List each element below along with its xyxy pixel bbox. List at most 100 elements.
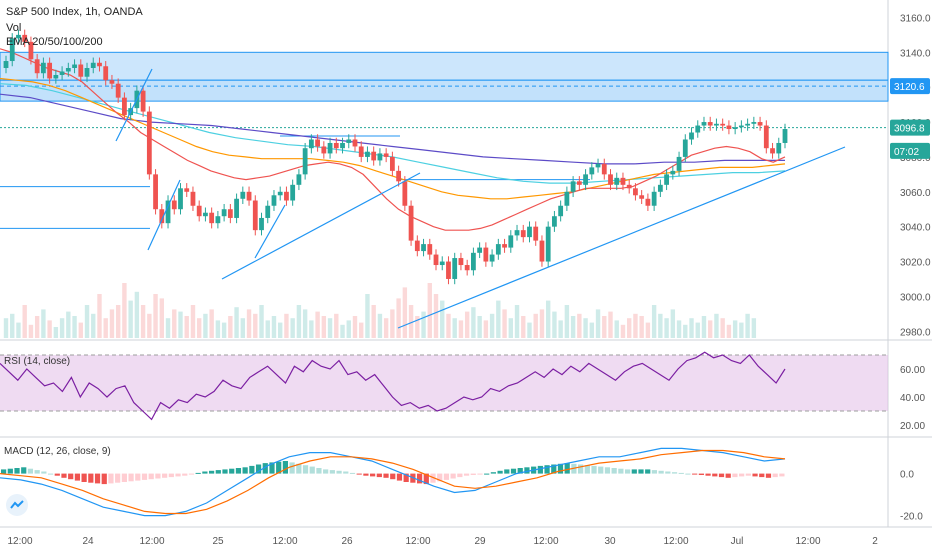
volume-bar — [627, 318, 632, 338]
volume-bar — [53, 327, 59, 338]
candle-body — [427, 244, 433, 255]
candle-body — [315, 139, 320, 147]
volume-bar — [321, 316, 327, 338]
candle-body — [171, 200, 177, 210]
macd-histogram-bar — [739, 473, 745, 477]
macd-histogram-bar — [208, 470, 215, 474]
candle-body — [265, 205, 271, 218]
volume-bar — [91, 313, 96, 338]
candle-body — [22, 34, 28, 42]
candle-body — [203, 212, 208, 217]
macd-histogram-bar — [517, 468, 523, 474]
time-tick-label: 12:00 — [272, 536, 297, 547]
rsi-line — [0, 351, 786, 421]
candle-body — [633, 188, 638, 196]
volume-bar — [178, 311, 183, 338]
resistance-zone — [0, 79, 889, 102]
candle-body — [732, 127, 738, 130]
macd-histogram-bar — [14, 468, 20, 474]
volume-bar — [421, 311, 426, 338]
time-tick-label: 26 — [341, 536, 353, 547]
volume-bar — [695, 322, 700, 338]
volume-bar — [471, 307, 476, 338]
macd-histogram-bar — [537, 465, 543, 474]
macd-histogram-bar — [249, 465, 255, 474]
volume-bar — [209, 309, 214, 338]
volume-bar — [521, 316, 526, 338]
time-tick-label: 30 — [604, 536, 616, 547]
candle-body — [178, 188, 183, 210]
candle-body — [103, 66, 109, 81]
candle-body — [595, 163, 601, 168]
volume-bar — [302, 309, 308, 338]
macd-title: MACD (12, 26, close, 9) — [4, 446, 111, 457]
candle-body — [620, 177, 626, 185]
volume-bar — [346, 320, 351, 338]
macd-histogram-bar — [101, 473, 107, 485]
volume-bar — [739, 322, 744, 338]
volume-bar — [165, 318, 171, 338]
macd-histogram-bar — [155, 473, 161, 479]
volume-bar — [745, 313, 750, 338]
candle-body — [28, 41, 34, 60]
candle-body — [651, 191, 657, 206]
volume-bar — [59, 318, 65, 338]
macd-histogram-bar — [551, 464, 557, 474]
candle-body — [483, 247, 489, 262]
candle-body — [520, 230, 526, 238]
macd-histogram-bar — [128, 473, 134, 482]
tradingview-logo-icon[interactable] — [6, 494, 28, 516]
macd-histogram-bar — [611, 468, 617, 474]
volume-bar — [203, 313, 208, 338]
macd-histogram-bar — [598, 466, 604, 474]
candle-body — [726, 125, 732, 130]
macd-histogram-bar — [296, 463, 302, 474]
volume-bar — [539, 309, 545, 338]
volume-bar — [489, 313, 495, 338]
candle-body — [471, 252, 476, 271]
candle-body — [514, 230, 520, 236]
volume-bar — [508, 318, 513, 338]
macd-histogram-bar — [671, 472, 678, 474]
time-tick-label: 12:00 — [795, 536, 820, 547]
candle-body — [47, 62, 53, 79]
candle-body — [122, 97, 127, 116]
volume-bar — [340, 324, 345, 338]
volume-bar — [658, 313, 663, 338]
macd-histogram-bar — [564, 463, 570, 474]
macd-histogram-bar — [336, 470, 342, 474]
volume-bar — [253, 313, 258, 338]
candle-body — [290, 184, 296, 201]
trend-line — [115, 68, 153, 142]
macd-histogram-bar — [631, 469, 637, 474]
macd-line — [0, 447, 786, 517]
candle-body — [757, 122, 763, 126]
volume-bar — [552, 311, 557, 338]
volume-bar — [34, 316, 40, 338]
macd-histogram-bar — [323, 469, 329, 474]
volume-bar — [689, 318, 694, 338]
candle-body — [3, 61, 9, 68]
candle-body — [558, 205, 564, 217]
volume-bar — [234, 307, 239, 338]
candle-body — [153, 174, 158, 210]
macd-histogram-bar — [47, 473, 54, 475]
macd-histogram-bar — [121, 473, 127, 482]
candle-body — [539, 240, 545, 262]
volume-bar — [732, 320, 738, 338]
candle-body — [570, 181, 576, 192]
candle-body — [389, 156, 395, 171]
candle-body — [90, 62, 96, 68]
macd-histogram-bar — [403, 473, 409, 482]
macd-histogram-bar — [752, 473, 758, 477]
price-badge-label: 07:02 — [894, 147, 919, 158]
rsi-tick-label: 40.00 — [900, 393, 925, 404]
candle-body — [327, 142, 333, 154]
volume-bar — [327, 318, 333, 338]
macd-histogram-bar — [423, 473, 429, 485]
volume-bar — [134, 291, 140, 338]
price-badge-label: 3120.6 — [894, 82, 925, 93]
candle-body — [738, 125, 744, 128]
macd-histogram-bar — [262, 463, 268, 474]
